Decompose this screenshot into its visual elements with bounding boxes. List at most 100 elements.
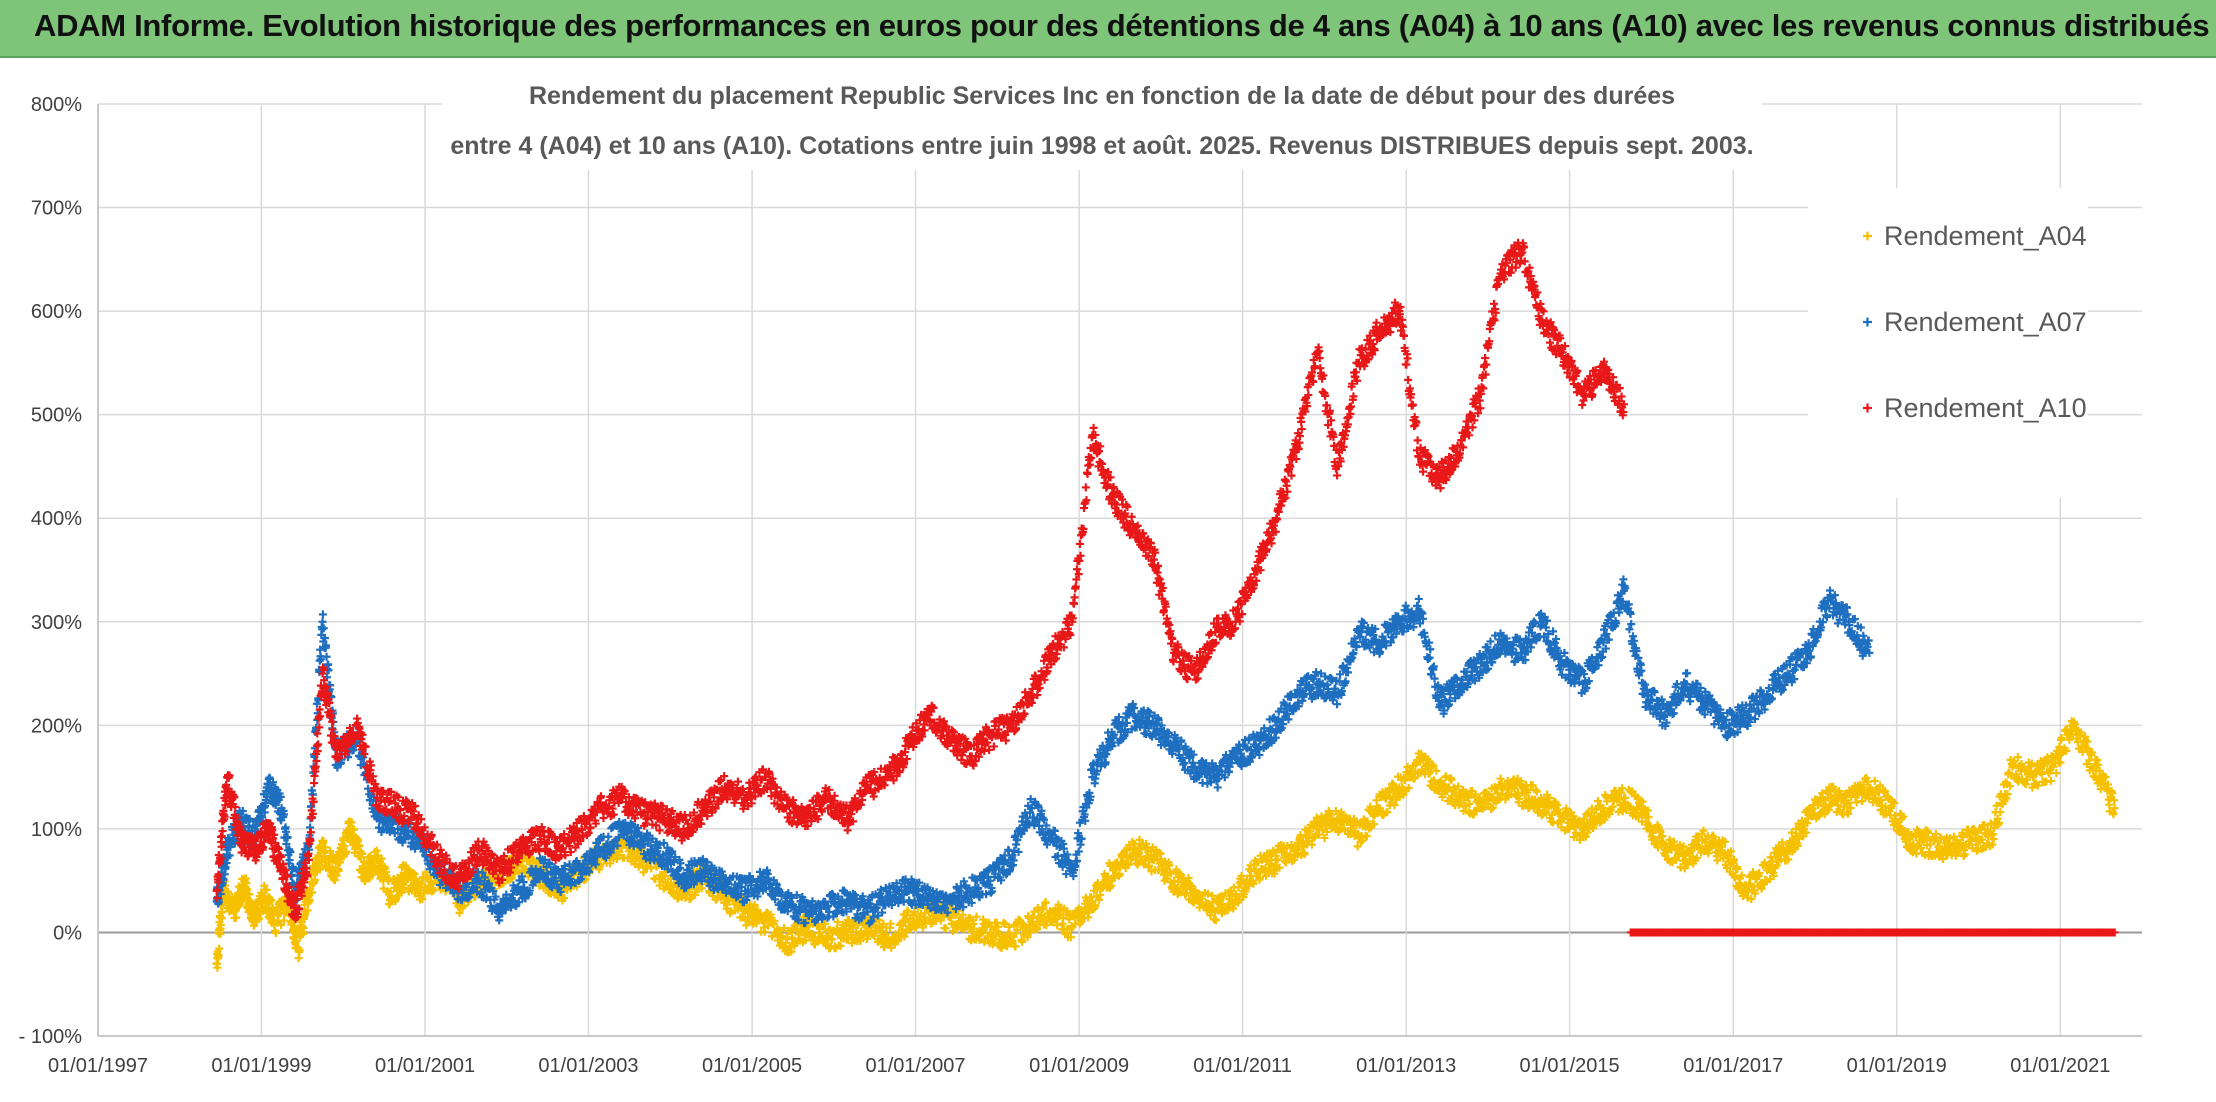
x-tick-label: 01/01/1999 [211,1055,311,1077]
data-point [1852,798,1861,807]
data-point [863,935,871,944]
data-point [507,874,516,883]
data-points [212,238,2119,972]
data-point [941,924,950,933]
data-point [213,963,222,972]
data-point [853,920,862,929]
data-point [397,888,406,897]
data-point [958,910,967,919]
data-point [1362,832,1371,841]
data-point [697,884,706,893]
data-point [836,942,845,951]
report-title: ADAM Informe. Evolution historique des p… [34,8,2210,43]
y-tick-label: 800% [31,94,82,116]
data-point [299,923,308,932]
data-point [254,914,263,923]
data-point [271,929,280,938]
report-banner: ADAM Informe. Evolution historique des p… [0,0,2216,58]
data-point [377,854,386,863]
x-tick-label: 01/01/2011 [1193,1055,1292,1077]
data-point [267,896,276,905]
data-point [777,931,786,940]
data-point [418,895,427,904]
chart-area: - 100% 0% 100% 200% 300% 400% 500% 600% 700% 800%… [2,58,2212,1098]
data-point [350,825,359,834]
data-point [215,944,224,953]
data-point [334,867,343,876]
data-point [277,920,286,929]
x-tick-label: 01/01/2013 [1356,1055,1456,1077]
data-point [250,921,259,930]
data-point [1870,776,1879,785]
data-point [876,934,885,943]
x-tick-label: 01/01/2003 [538,1055,638,1077]
x-axis-ticks: 01/01/1997 01/01/1999 01/01/2001 01/01/2003… [48,1055,2110,1077]
data-point [760,927,769,936]
data-point [919,913,928,922]
data-point [902,927,911,936]
data-point [770,916,779,925]
scatter-chart: - 100%0%100%200%300%400%500%600%700%800%… [19,74,2142,1077]
y-tick-label: - 100% [19,1026,83,1048]
data-point [910,908,919,917]
data-point [560,894,569,903]
data-point [410,870,419,879]
data-point [685,895,694,904]
data-point [310,876,319,885]
data-point [527,855,536,864]
data-point [303,906,312,915]
x-tick-label: 01/01/2021 [2010,1055,2110,1077]
data-point [223,887,232,896]
data-point [801,936,810,945]
y-tick-label: 200% [31,715,82,737]
data-point [243,885,252,894]
data-point [332,871,341,880]
data-point [1532,787,1541,796]
data-point [330,876,339,885]
data-point [918,923,927,932]
data-point [750,900,759,909]
data-point [373,851,382,860]
data-point [279,916,288,925]
data-point [628,846,637,855]
data-point [833,917,842,926]
data-point [893,937,902,946]
x-tick-label: 01/01/2005 [702,1055,802,1077]
data-point [315,865,324,874]
x-tick-label: 01/01/2015 [1520,1055,1620,1077]
x-tick-label: 01/01/2019 [1847,1055,1947,1077]
data-point [429,886,438,895]
data-point [2046,776,2055,785]
data-point [358,849,367,858]
data-point [712,894,721,903]
data-point [647,864,656,873]
data-point [896,931,905,940]
data-point [218,907,227,916]
data-point [606,859,615,868]
data-point [318,617,327,626]
data-point [886,919,895,928]
data-point [815,924,824,933]
data-point [639,868,648,877]
y-tick-label: 600% [31,301,82,323]
data-point [615,847,624,856]
data-point [828,935,837,944]
data-point [900,932,909,941]
x-tick-label: 01/01/1997 [48,1055,148,1077]
y-tick-label: 700% [31,198,82,220]
data-point [522,865,531,874]
data-point [305,895,314,904]
x-tick-label: 01/01/2001 [375,1055,475,1077]
data-point [321,843,330,852]
data-point [260,881,269,890]
data-point [787,947,796,956]
y-tick-label: 0% [53,922,82,944]
data-point [347,818,356,827]
data-point [691,890,700,899]
data-point [318,610,327,619]
data-point [340,842,349,851]
data-point [216,921,225,930]
y-axis-ticks: - 100%0%100%200%300%400%500%600%700%800% [19,94,83,1048]
data-point [262,885,271,894]
data-point [459,901,468,910]
